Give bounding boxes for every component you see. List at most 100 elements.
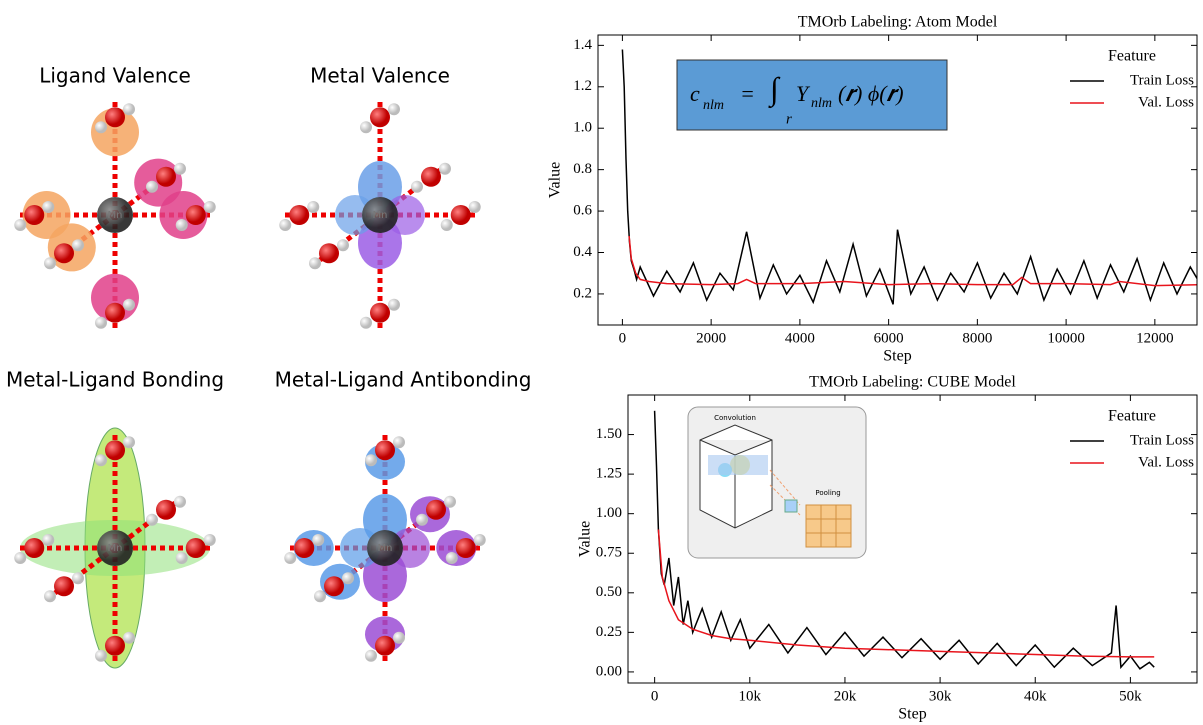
equation-part: (𝒓) ϕ(𝒓) (838, 81, 904, 106)
y-axis-label: Value (577, 521, 594, 557)
line-series (657, 529, 1155, 658)
x-tick-label: 0 (651, 688, 659, 704)
metal-atom (362, 197, 398, 233)
legend-title: Feature (1108, 408, 1156, 425)
chart: TMOrb Labeling: Atom Model Step Value 0 2000… (547, 14, 1198, 365)
hydrogen-atom (42, 201, 55, 213)
hydrogen-atom (388, 298, 400, 311)
oxygen-atom (455, 538, 476, 558)
inset-label: Pooling (815, 489, 840, 497)
x-tick-label: 20k (834, 688, 857, 704)
legend-label: Train Loss (1130, 432, 1194, 448)
panel-title: Metal-Ligand Bonding (6, 368, 224, 392)
oxygen-atom (324, 576, 344, 597)
hydrogen-atom (203, 201, 216, 213)
oxygen-atom (156, 166, 176, 187)
plot-frame (597, 34, 1198, 326)
x-tick-label: 12000 (1136, 330, 1174, 346)
hydrogen-atom (445, 552, 458, 564)
molecules: Mn Mn Mn Mn (14, 100, 486, 669)
hydrogen-atom (365, 454, 377, 467)
hydrogen-atom (203, 534, 216, 546)
panel-title: Metal-Ligand Antibonding (275, 368, 532, 392)
y-tick-label: 0.6 (573, 203, 592, 219)
equation-part: nlm (811, 96, 832, 111)
orbital-lobe (340, 528, 380, 568)
atom-label: Mn (373, 210, 388, 221)
hydrogen-atom (72, 572, 84, 585)
y-tick-label: 0.00 (596, 663, 622, 679)
oxygen-atom (426, 499, 446, 520)
oxygen-atom (105, 440, 125, 461)
orbital-lobe (335, 195, 375, 235)
hydrogen-atom (123, 103, 135, 116)
hydrogen-atom (95, 316, 107, 329)
y-tick-label: 0.4 (573, 244, 592, 260)
atom-label: Mn (108, 543, 123, 554)
hydrogen-atom (123, 436, 135, 449)
hydrogen-atom (439, 162, 451, 175)
equation-box (676, 59, 948, 131)
orbital-lobe (363, 494, 407, 546)
inset: Convolution Pooling (687, 406, 867, 559)
hydrogen-atom (468, 201, 481, 213)
y-tick-label: 1.0 (573, 120, 592, 136)
hydrogen-atom (440, 219, 453, 231)
metal-atom (97, 530, 133, 566)
orbital-lobe (91, 108, 139, 157)
chart-title: TMOrb Labeling: Atom Model (798, 14, 998, 31)
orbital-lobe (159, 191, 208, 239)
oxygen-atom (105, 302, 125, 323)
panel-title: Metal Valence (310, 64, 450, 88)
hydrogen-atom (307, 201, 320, 213)
x-tick-label: 0 (619, 330, 627, 346)
molecule: Mn (14, 100, 216, 330)
x-tick-label: 2000 (696, 330, 726, 346)
panel-title: Ligand Valence (39, 64, 191, 88)
oxygen-atom (105, 107, 125, 128)
hydrogen-atom (14, 219, 27, 231)
chart-title: TMOrb Labeling: CUBE Model (809, 374, 1016, 391)
molecule: Mn (284, 433, 486, 663)
oxygen-atom (289, 205, 310, 225)
metal-atom (97, 197, 133, 233)
y-tick-label: 1.4 (573, 37, 592, 53)
hydrogen-atom (342, 572, 354, 585)
x-tick-label: 50k (1119, 688, 1142, 704)
hydrogen-atom (123, 298, 135, 311)
hydrogen-atom (14, 552, 27, 564)
atom-label: Mn (108, 210, 123, 221)
legend-label: Val. Loss (1138, 454, 1194, 470)
hydrogen-atom (146, 180, 158, 193)
y-tick-label: 0.50 (596, 584, 622, 600)
hydrogen-atom (360, 316, 372, 329)
x-tick-label: 10k (739, 688, 762, 704)
y-tick-label: 1.2 (573, 78, 592, 94)
y-tick-label: 0.75 (596, 545, 622, 561)
hydrogen-atom (393, 631, 405, 644)
oxygen-atom (185, 538, 206, 558)
oxygen-atom (370, 302, 390, 323)
hydrogen-atom (416, 513, 428, 526)
orbital-lobe (385, 195, 425, 235)
hydrogen-atom (388, 103, 400, 116)
x-axis-label: Step (898, 706, 926, 723)
hydrogen-atom (312, 534, 325, 546)
oxygen-atom (421, 166, 441, 187)
oxygen-atom (375, 440, 395, 461)
oxygen-atom (294, 538, 315, 558)
y-tick-label: 0.8 (573, 161, 592, 177)
hydrogen-atom (337, 239, 349, 252)
hydrogen-atom (175, 219, 188, 231)
legend-label: Val. Loss (1138, 94, 1194, 110)
x-tick-label: 30k (929, 688, 952, 704)
orbital-lobe (358, 217, 402, 269)
oxygen-atom (319, 243, 339, 264)
inset-label: Convolution (714, 414, 756, 422)
hydrogen-atom (95, 121, 107, 134)
orbital-lobe (22, 191, 71, 239)
hydrogen-atom (314, 590, 326, 603)
oxygen-atom (105, 635, 125, 656)
hydrogen-atom (72, 239, 84, 252)
